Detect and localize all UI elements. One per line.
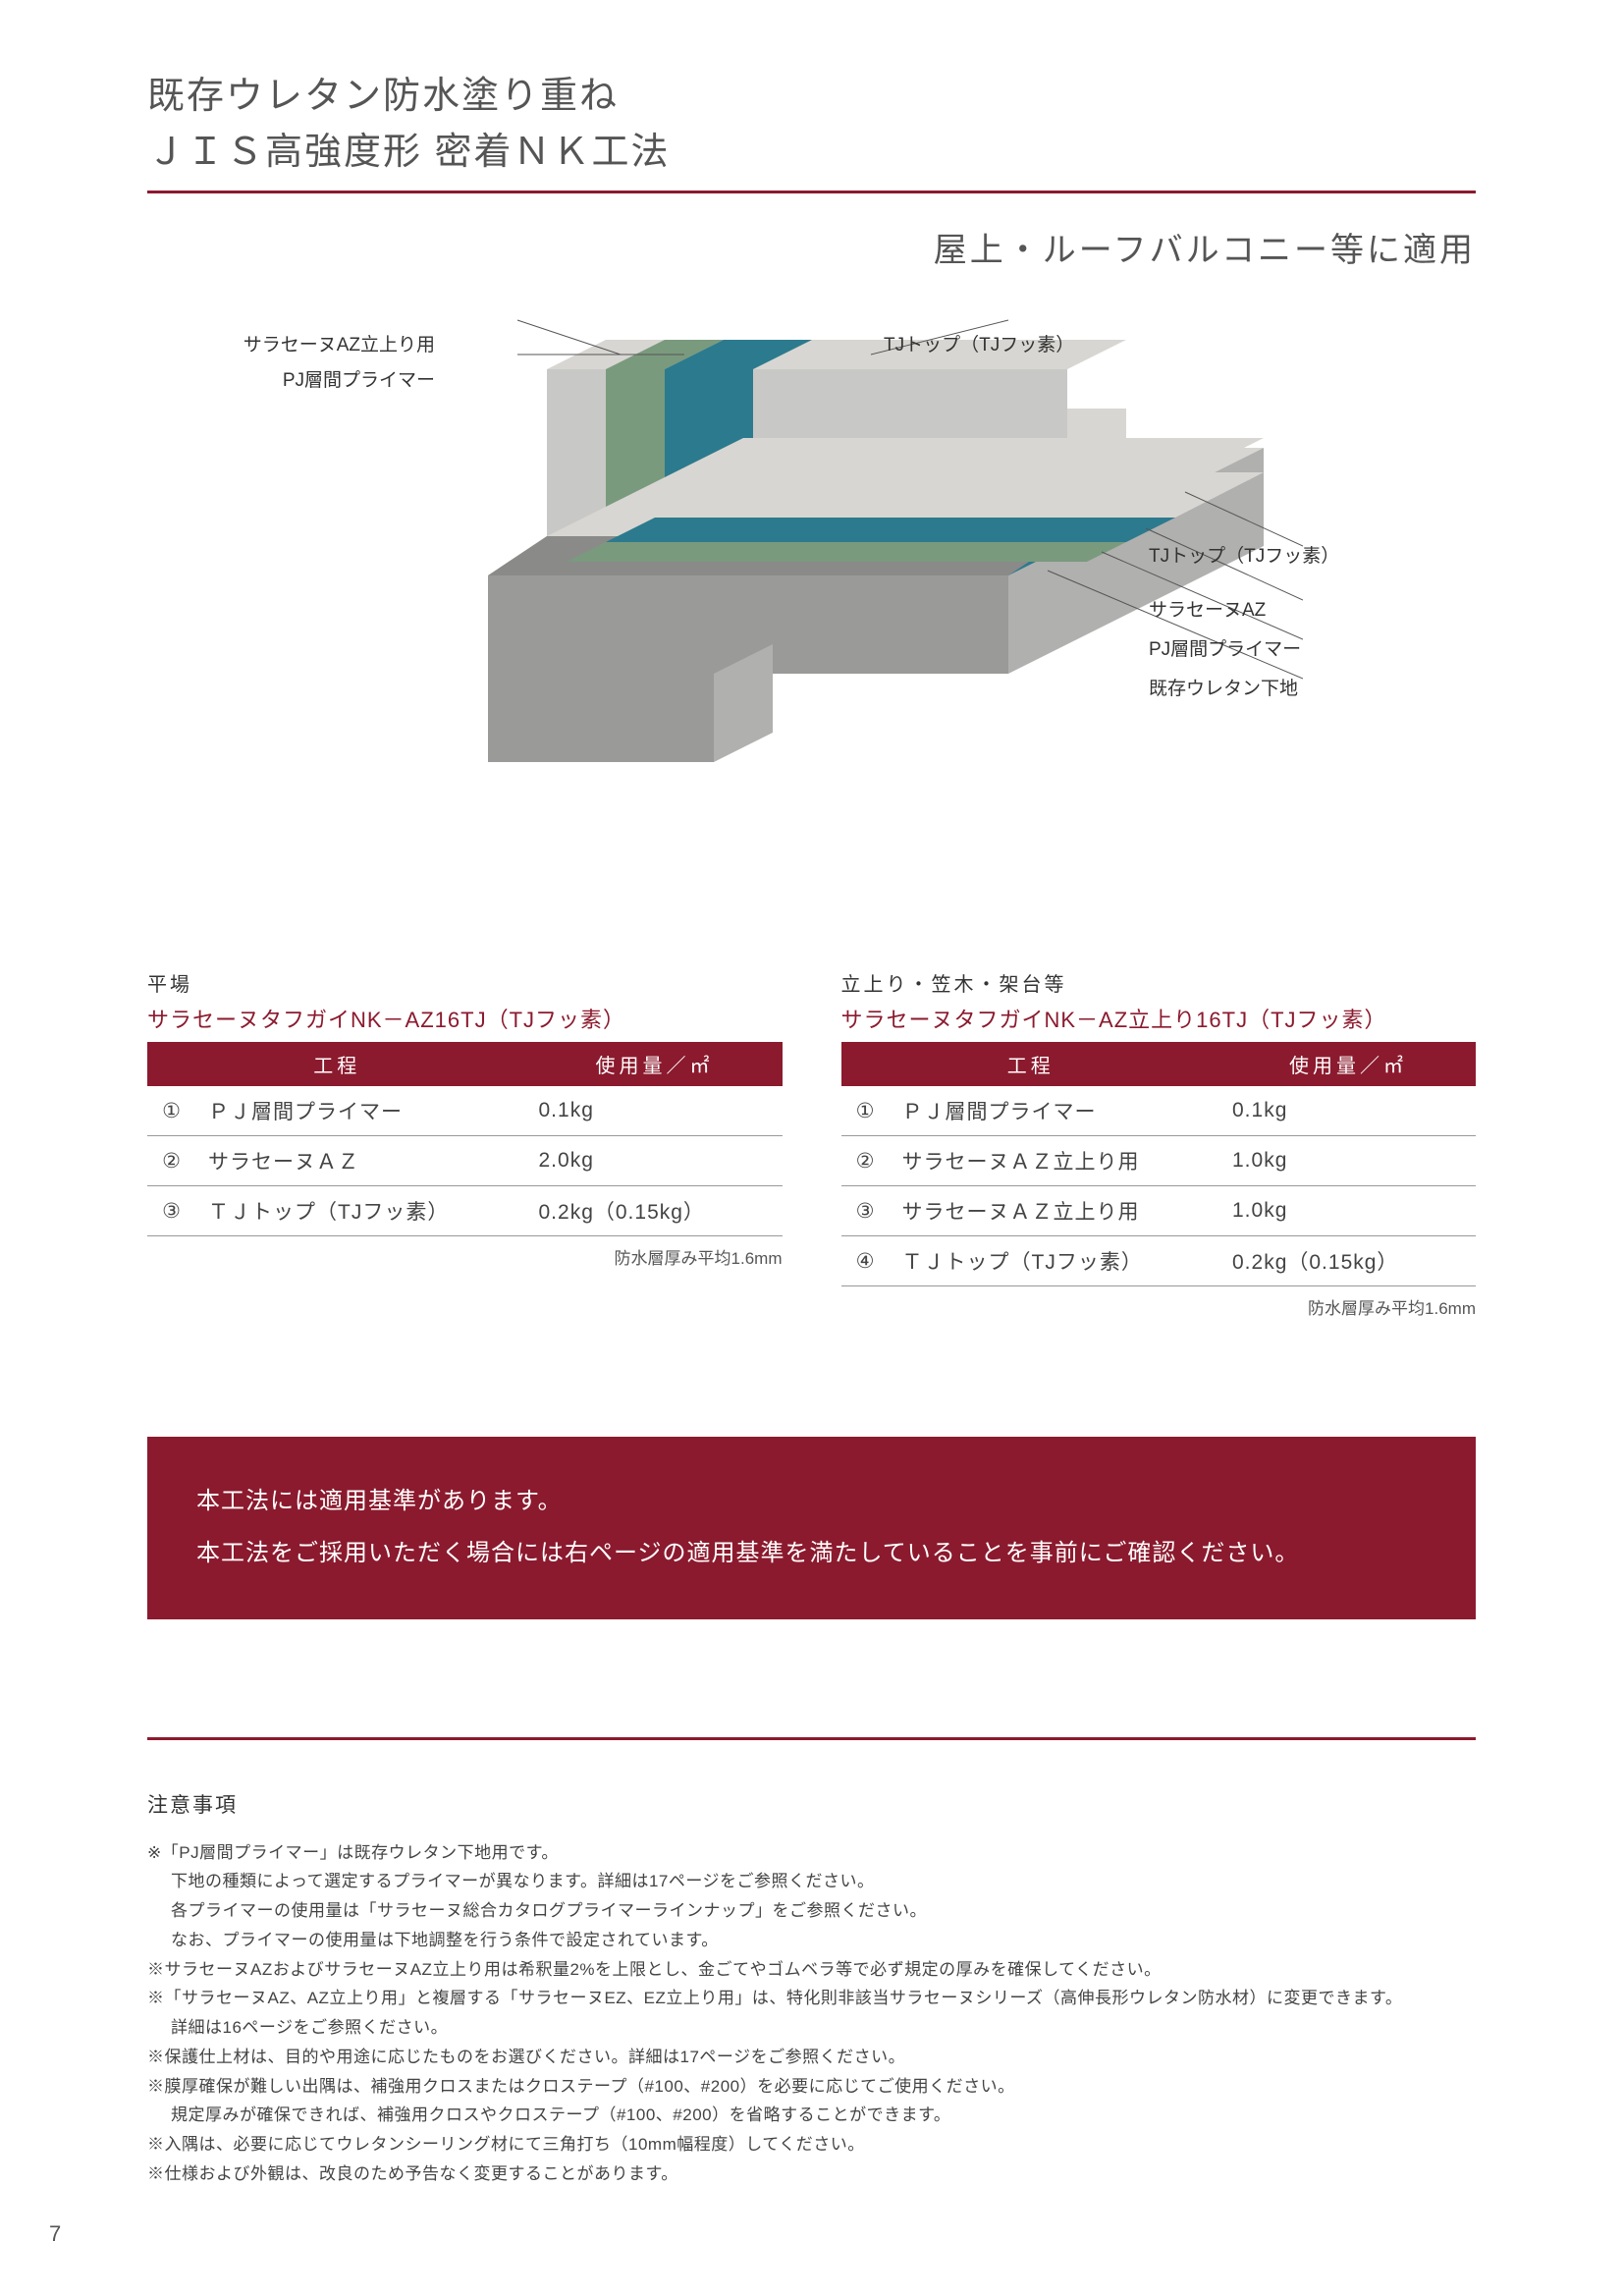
banner-line: 本工法をご採用いただく場合には右ページの適用基準を満たしていることを事前にご確認… [196, 1528, 1427, 1580]
row-amount: 1.0kg [1220, 1186, 1476, 1236]
row-amount: 0.1kg [527, 1086, 783, 1136]
row-number: ③ [147, 1186, 196, 1236]
row-number: ② [147, 1136, 196, 1186]
row-amount: 0.2kg（0.15kg） [1220, 1236, 1476, 1286]
table-row: ①ＰＪ層間プライマー0.1kg [147, 1086, 783, 1136]
table-note: 防水層厚み平均1.6mm [147, 1244, 783, 1269]
table-header: 工程 [841, 1042, 1221, 1086]
row-process: ＴＪトップ（TJフッ素） [891, 1236, 1221, 1286]
table-header: 使用量／㎡ [1220, 1042, 1476, 1086]
table-right: 立上り・笠木・架台等 サラセーヌタフガイNK－AZ立上り16TJ（TJフッ素） … [841, 968, 1477, 1319]
table-header: 使用量／㎡ [527, 1042, 783, 1086]
note-line: ※仕様および外観は、改良のため予告なく変更することがあります。 [147, 2159, 1476, 2189]
note-line: なお、プライマーの使用量は下地調整を行う条件で設定されています。 [147, 1926, 1476, 1955]
notice-banner: 本工法には適用基準があります。 本工法をご採用いただく場合には右ページの適用基準… [147, 1437, 1476, 1619]
row-process: ＰＪ層間プライマー [196, 1086, 527, 1136]
page-number: 7 [49, 2221, 61, 2247]
bottom-rule [147, 1737, 1476, 1740]
diagram: サラセーヌAZ立上り用 PJ層間プライマー TJトップ（TJフッ素） TJトップ… [147, 310, 1476, 939]
table-left: 平場 サラセーヌタフガイNK－AZ16TJ（TJフッ素） 工程 使用量／㎡ ①Ｐ… [147, 968, 783, 1319]
table-row: ④ＴＪトップ（TJフッ素）0.2kg（0.15kg） [841, 1236, 1477, 1286]
diagram-label: 既存ウレタン下地 [1149, 674, 1298, 700]
diagram-label: TJトップ（TJフッ素） [1149, 541, 1339, 568]
diagram-label: サラセーヌAZ立上り用 [243, 330, 435, 356]
row-process: ＴＪトップ（TJフッ素） [196, 1186, 527, 1236]
row-process: サラセーヌＡＺ立上り用 [891, 1136, 1221, 1186]
table-row: ①ＰＪ層間プライマー0.1kg [841, 1086, 1477, 1136]
title-rule [147, 191, 1476, 193]
title-block: 既存ウレタン防水塗り重ね ＪＩＳ高強度形 密着ＮＫ工法 屋上・ルーフバルコニー等… [147, 69, 1476, 271]
tables-row: 平場 サラセーヌタフガイNK－AZ16TJ（TJフッ素） 工程 使用量／㎡ ①Ｐ… [147, 968, 1476, 1319]
banner-line: 本工法には適用基準があります。 [196, 1476, 1427, 1528]
row-amount: 1.0kg [1220, 1136, 1476, 1186]
note-line: ※膜厚確保が難しい出隅は、補強用クロスまたはクロステープ（#100、#200）を… [147, 2072, 1476, 2102]
diagram-label: PJ層間プライマー [283, 365, 435, 392]
table: 工程 使用量／㎡ ①ＰＪ層間プライマー0.1kg②サラセーヌＡＺ立上り用1.0k… [841, 1042, 1477, 1286]
title-line-1: 既存ウレタン防水塗り重ね [147, 69, 1476, 125]
diagram-label: TJトップ（TJフッ素） [884, 330, 1074, 356]
diagram-label: サラセーヌAZ [1149, 595, 1266, 622]
note-line: 詳細は16ページをご参照ください。 [147, 2013, 1476, 2043]
table-note: 防水層厚み平均1.6mm [841, 1294, 1477, 1319]
note-line: 下地の種類によって選定するプライマーが異なります。詳細は17ページをご参照くださ… [147, 1867, 1476, 1896]
table-row: ②サラセーヌＡＺ2.0kg [147, 1136, 783, 1186]
table-row: ③ＴＪトップ（TJフッ素）0.2kg（0.15kg） [147, 1186, 783, 1236]
note-line: ※保護仕上材は、目的や用途に応じたものをお選びください。詳細は17ページをご参照… [147, 2043, 1476, 2072]
row-number: ① [841, 1086, 891, 1136]
table-row: ③サラセーヌＡＺ立上り用1.0kg [841, 1186, 1477, 1236]
row-number: ② [841, 1136, 891, 1186]
table-caption: 平場 [147, 968, 783, 997]
note-line: ※サラセーヌAZおよびサラセーヌAZ立上り用は希釈量2%を上限とし、金ごてやゴム… [147, 1955, 1476, 1985]
table-title: サラセーヌタフガイNK－AZ立上り16TJ（TJフッ素） [841, 1003, 1477, 1034]
note-line: 規定厚みが確保できれば、補強用クロスやクロステープ（#100、#200）を省略す… [147, 2101, 1476, 2130]
row-process: サラセーヌＡＺ [196, 1136, 527, 1186]
row-number: ④ [841, 1236, 891, 1286]
row-number: ③ [841, 1186, 891, 1236]
note-line: ※「サラセーヌAZ、AZ立上り用」と複層する「サラセーヌEZ、EZ立上り用」は、… [147, 1984, 1476, 2013]
note-line: ※入隅は、必要に応じてウレタンシーリング材にて三角打ち（10mm幅程度）してくだ… [147, 2130, 1476, 2159]
note-line: 各プライマーの使用量は「サラセーヌ総合カタログプライマーラインナップ」をご参照く… [147, 1896, 1476, 1926]
table: 工程 使用量／㎡ ①ＰＪ層間プライマー0.1kg②サラセーヌＡＺ2.0kg③ＴＪ… [147, 1042, 783, 1236]
notes-title: 注意事項 [147, 1789, 1476, 1819]
row-amount: 2.0kg [527, 1136, 783, 1186]
row-amount: 0.1kg [1220, 1086, 1476, 1136]
table-header: 工程 [147, 1042, 527, 1086]
diagram-label: PJ層間プライマー [1149, 634, 1301, 661]
row-process: ＰＪ層間プライマー [891, 1086, 1221, 1136]
note-line: ※「PJ層間プライマー」は既存ウレタン下地用です。 [147, 1838, 1476, 1868]
table-title: サラセーヌタフガイNK－AZ16TJ（TJフッ素） [147, 1003, 783, 1034]
subtitle: 屋上・ルーフバルコニー等に適用 [147, 223, 1476, 271]
row-number: ① [147, 1086, 196, 1136]
title-line-2: ＪＩＳ高強度形 密着ＮＫ工法 [147, 125, 1476, 181]
table-caption: 立上り・笠木・架台等 [841, 968, 1477, 997]
table-row: ②サラセーヌＡＺ立上り用1.0kg [841, 1136, 1477, 1186]
notes-block: 注意事項 ※「PJ層間プライマー」は既存ウレタン下地用です。下地の種類によって選… [147, 1789, 1476, 2189]
row-amount: 0.2kg（0.15kg） [527, 1186, 783, 1236]
row-process: サラセーヌＡＺ立上り用 [891, 1186, 1221, 1236]
